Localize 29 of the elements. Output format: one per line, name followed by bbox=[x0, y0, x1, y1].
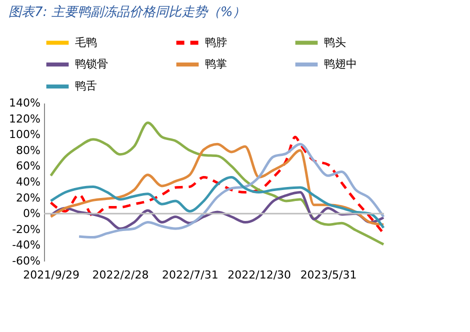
y-tick-label: -40% bbox=[12, 238, 40, 252]
legend-label: 鸭头 bbox=[324, 36, 346, 49]
y-tick-label: 20% bbox=[16, 191, 40, 204]
line-series bbox=[50, 176, 385, 230]
legend-label: 鸭翅中 bbox=[324, 58, 357, 70]
x-tick-label: 2021/9/29 bbox=[23, 268, 80, 282]
y-tick-label: 120% bbox=[9, 112, 40, 126]
y-tick-label: -60% bbox=[12, 254, 40, 268]
line-series bbox=[50, 142, 385, 226]
legend-label: 鸭舌 bbox=[75, 80, 97, 92]
line-series bbox=[50, 122, 385, 246]
legend-label: 鸭脖 bbox=[205, 36, 227, 49]
y-tick-label: 0% bbox=[23, 207, 40, 220]
x-tick-label: 2022/12/30 bbox=[228, 268, 292, 282]
legend-label: 鸭掌 bbox=[205, 58, 227, 70]
line-series bbox=[78, 142, 385, 239]
y-tick-label: 140% bbox=[9, 96, 40, 110]
legend-label: 毛鸭 bbox=[75, 36, 97, 49]
x-tick-label: 2023/5/31 bbox=[300, 268, 357, 282]
y-tick-label: -20% bbox=[12, 222, 40, 236]
x-tick-label: 2022/7/31 bbox=[162, 268, 218, 282]
y-tick-label: 100% bbox=[9, 128, 40, 142]
y-tick-label: 60% bbox=[16, 160, 40, 173]
y-tick-label: 40% bbox=[16, 176, 40, 188]
x-tick-label: 2022/2/28 bbox=[92, 268, 149, 282]
chart-title: 图表7: 主要鸭副冻品价格同比走势（%） bbox=[8, 4, 246, 20]
legend-label: 鸭锁骨 bbox=[75, 58, 108, 70]
y-tick-label: 80% bbox=[16, 144, 40, 157]
line-series bbox=[50, 136, 385, 235]
